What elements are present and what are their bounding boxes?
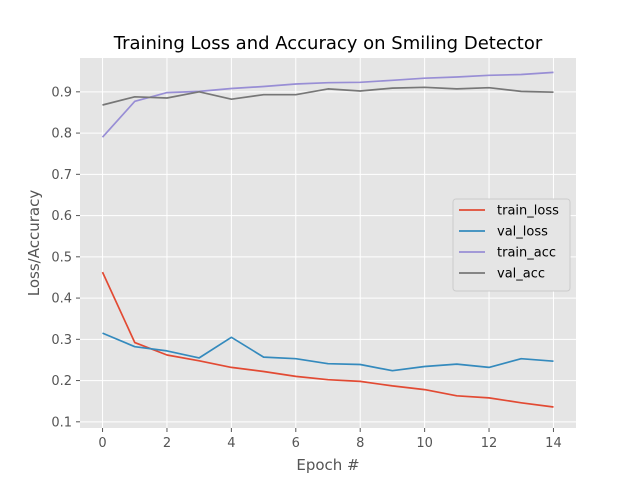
series-line-train_loss xyxy=(101,271,554,408)
legend: train_loss val_loss train_acc val_acc xyxy=(452,198,571,292)
y-axis-label: Loss/Accuracy xyxy=(25,190,43,297)
x-tick-label: 10 xyxy=(416,436,433,451)
x-tick-label: 14 xyxy=(545,436,562,451)
y-tick-label: 0.5 xyxy=(51,250,72,265)
series-lines xyxy=(101,71,554,408)
legend-label: train_loss xyxy=(497,204,559,219)
y-tick-label: 0.9 xyxy=(51,85,72,100)
axis-ticks: 0.1 0.2 0.3 0.4 0.5 0.6 0.7 0.8 0.9 0 2 4 6 8 10 12 14 xyxy=(51,85,561,451)
y-tick-label: 0.3 xyxy=(51,333,72,348)
y-tick-label: 0.1 xyxy=(51,415,72,430)
y-tick-label: 0.4 xyxy=(51,292,72,307)
legend-box xyxy=(452,198,571,292)
y-tick-label: 0.7 xyxy=(51,168,72,183)
x-tick-label: 2 xyxy=(163,436,171,451)
x-tick-label: 6 xyxy=(292,436,300,451)
legend-label: train_acc xyxy=(497,246,556,261)
x-tick-label: 12 xyxy=(481,436,498,451)
y-tick-label: 0.8 xyxy=(51,127,72,142)
grid-lines xyxy=(80,58,576,428)
legend-label: val_loss xyxy=(497,225,548,240)
y-tick-label: 0.2 xyxy=(51,374,72,389)
legend-label: val_acc xyxy=(497,267,545,282)
x-tick-label: 4 xyxy=(227,436,235,451)
series-line-val_acc xyxy=(102,86,554,106)
x-tick-label: 0 xyxy=(98,436,106,451)
y-tick-label: 0.6 xyxy=(51,209,72,224)
x-tick-label: 8 xyxy=(356,436,364,451)
x-axis-label: Epoch # xyxy=(296,456,359,474)
series-line-val_loss xyxy=(102,332,554,372)
series-line-train_acc xyxy=(101,71,554,138)
chart-title: Training Loss and Accuracy on Smiling De… xyxy=(113,33,543,54)
